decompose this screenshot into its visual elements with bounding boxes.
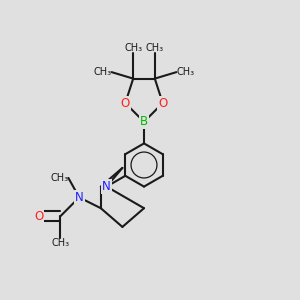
Text: O: O <box>158 97 167 110</box>
Text: O: O <box>34 210 44 223</box>
Text: CH₃: CH₃ <box>94 67 112 77</box>
Text: CH₃: CH₃ <box>124 43 142 53</box>
Text: CH₃: CH₃ <box>146 43 164 53</box>
Text: CH₃: CH₃ <box>50 173 68 183</box>
Text: O: O <box>121 97 130 110</box>
Text: B: B <box>140 115 148 128</box>
Text: CH₃: CH₃ <box>176 67 194 77</box>
Text: N: N <box>75 191 84 204</box>
Text: N: N <box>102 180 111 193</box>
Text: CH₃: CH₃ <box>51 238 70 248</box>
